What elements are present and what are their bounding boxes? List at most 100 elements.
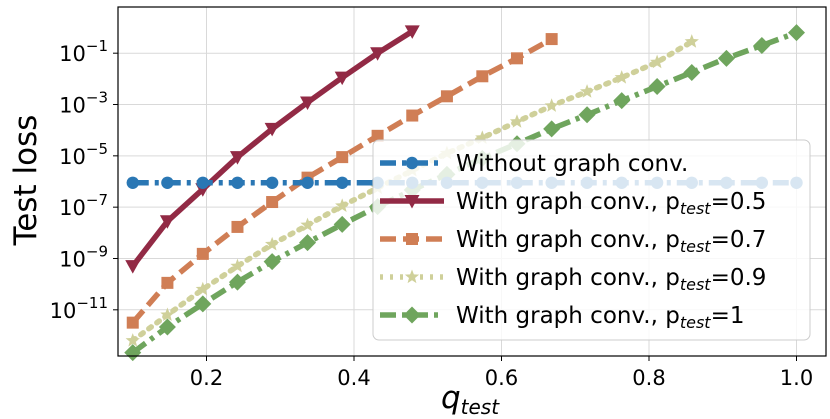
y-tick-base: 10 xyxy=(59,196,86,220)
data-point xyxy=(406,109,419,122)
legend-label: With graph conv., ptest=0.7 xyxy=(456,227,766,256)
legend-swatch-marker xyxy=(403,306,421,324)
y-tick-exponent: −3 xyxy=(86,89,108,107)
data-point xyxy=(440,90,453,103)
data-point xyxy=(476,70,489,83)
plot-frame xyxy=(117,6,827,357)
data-point xyxy=(336,176,349,189)
y-tick-base: 10 xyxy=(50,299,77,323)
data-point xyxy=(159,215,175,229)
data-point xyxy=(266,196,279,209)
y-axis-label: Test loss xyxy=(8,115,44,247)
data-point xyxy=(543,120,561,138)
data-point xyxy=(613,92,631,110)
data-point xyxy=(229,151,245,165)
data-point xyxy=(578,106,596,124)
legend-entry-4: With graph conv., ptest=1 xyxy=(380,303,744,332)
data-point xyxy=(265,236,280,251)
data-point xyxy=(125,260,141,274)
data-point xyxy=(195,281,210,296)
data-point xyxy=(614,70,629,84)
data-point xyxy=(300,217,315,232)
data-point xyxy=(125,333,140,347)
data-point xyxy=(544,98,559,112)
series-2 xyxy=(126,33,558,329)
data-point xyxy=(196,247,209,260)
data-point xyxy=(648,78,666,96)
y-tick-label: 10−3 xyxy=(59,89,108,118)
y-tick-base: 10 xyxy=(59,42,86,66)
data-point xyxy=(333,215,351,233)
x-tick-label: 0.2 xyxy=(190,366,223,390)
x-axis-label-main: q xyxy=(441,380,461,416)
data-point xyxy=(228,273,246,291)
legend-entries: Without graph conv.With graph conv., pte… xyxy=(380,151,766,332)
legend-label-subscript: test xyxy=(680,237,711,256)
data-point xyxy=(404,25,420,39)
x-tick-label: 0.6 xyxy=(485,366,518,390)
data-point xyxy=(265,176,279,189)
legend-label-subscript: test xyxy=(680,313,711,332)
legend-entry-1: With graph conv., ptest=0.5 xyxy=(380,189,766,218)
x-tick-label: 0.4 xyxy=(337,366,370,390)
data-point xyxy=(683,63,701,81)
legend-entry-0: Without graph conv. xyxy=(380,151,688,177)
data-point xyxy=(509,114,525,128)
legend-entry-2: With graph conv., ptest=0.7 xyxy=(380,227,766,256)
data-point xyxy=(335,198,350,212)
y-tick-base: 10 xyxy=(59,145,86,169)
legend-label-subscript: test xyxy=(680,275,711,294)
data-point xyxy=(263,253,281,271)
x-axis-label-sub: test xyxy=(461,395,501,419)
legend-label: Without graph conv. xyxy=(456,151,688,177)
legend-swatch-marker xyxy=(404,195,420,209)
legend-label: With graph conv., ptest=0.9 xyxy=(456,265,766,294)
data-point xyxy=(160,307,175,322)
data-point xyxy=(717,49,735,67)
data-point xyxy=(301,176,314,189)
series-line xyxy=(130,29,414,268)
legend-label-prefix: With graph conv., p xyxy=(456,265,680,291)
data-point xyxy=(545,33,558,46)
data-point xyxy=(649,54,665,69)
y-tick-label: 10−11 xyxy=(50,294,108,323)
legend-label-suffix: =0.5 xyxy=(711,189,767,215)
y-tick-exponent: −9 xyxy=(86,242,108,260)
data-point xyxy=(336,151,349,164)
legend-label: With graph conv., ptest=1 xyxy=(456,303,744,332)
legend-label-suffix: =0.9 xyxy=(711,265,767,291)
y-tick-base: 10 xyxy=(59,94,86,118)
y-tick-exponent: −1 xyxy=(86,37,108,55)
data-point xyxy=(158,318,176,336)
legend-label-suffix: =0.7 xyxy=(711,227,767,253)
data-point xyxy=(579,84,595,98)
y-tick-label: 10−9 xyxy=(59,242,108,271)
series-1 xyxy=(125,25,420,274)
y-tick-label: 10−1 xyxy=(59,37,108,66)
legend-label-suffix: =1 xyxy=(711,303,745,329)
y-tick-label: 10−7 xyxy=(59,191,108,220)
data-point xyxy=(684,34,699,48)
legend-label-subscript: test xyxy=(680,199,711,218)
y-tick-exponent: −5 xyxy=(86,140,108,158)
legend-entry-3: With graph conv., ptest=0.9 xyxy=(380,265,766,294)
legend-label: With graph conv., ptest=0.5 xyxy=(456,189,766,218)
data-point xyxy=(230,258,245,273)
y-tick-label: 10−5 xyxy=(59,140,108,169)
data-point xyxy=(753,36,771,54)
data-point xyxy=(264,122,280,137)
legend: Without graph conv.With graph conv., pte… xyxy=(372,139,811,341)
x-tick-label: 0.8 xyxy=(632,366,665,390)
y-axis-ticks: 10−110−310−510−710−910−11 xyxy=(50,37,118,323)
data-point xyxy=(231,220,244,233)
legend-swatch-marker xyxy=(404,269,420,284)
data-point xyxy=(299,234,317,252)
legend-label-prefix: With graph conv., p xyxy=(456,303,680,329)
legend-label-prefix: With graph conv., p xyxy=(456,189,680,215)
data-point xyxy=(126,176,139,189)
y-tick-exponent: −7 xyxy=(86,191,108,209)
data-point xyxy=(196,176,210,189)
y-tick-exponent: −11 xyxy=(76,294,108,312)
data-point xyxy=(124,344,142,362)
